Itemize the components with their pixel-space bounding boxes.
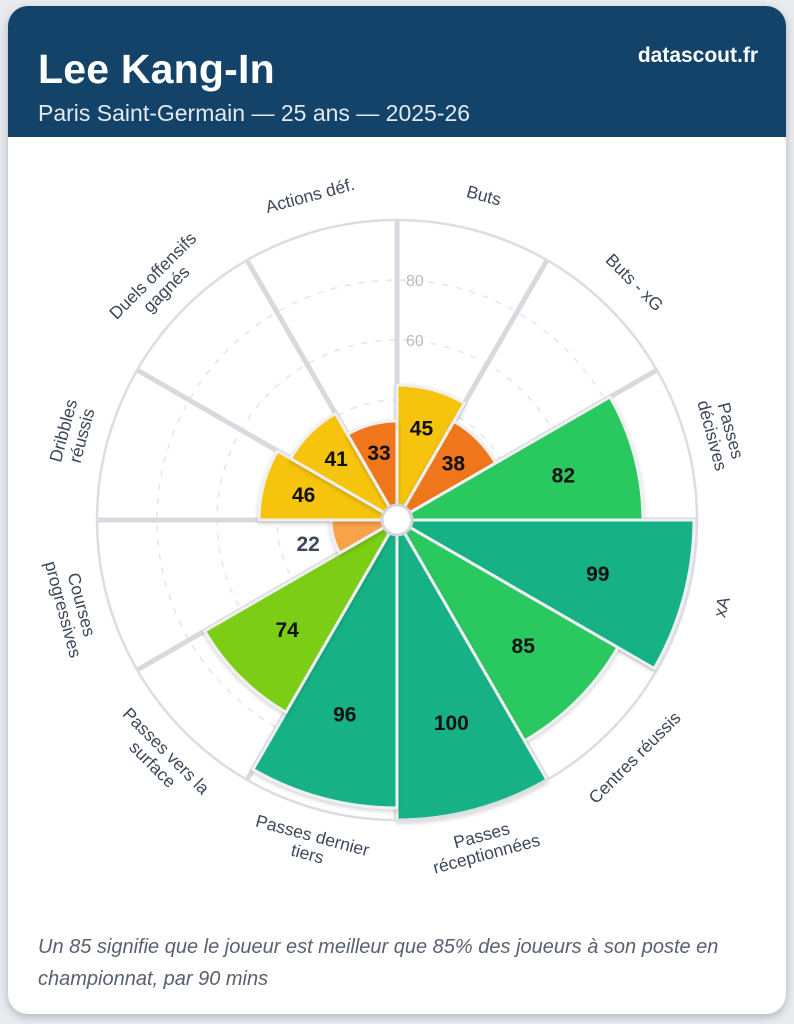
param-label: xA [709,594,734,619]
footer-note: Un 85 signifie que le joueur est meilleu… [38,936,719,990]
player-card: datascout.fr Lee Kang-In Paris Saint-Ger… [8,6,786,1014]
pizza-slice [395,395,645,522]
value-label: 100 [434,712,469,735]
value-label: 85 [512,635,536,658]
pizza-slice [251,518,399,810]
param-label: Passesréceptionnées [426,811,543,877]
pizza-slice [346,419,399,522]
center-hub [380,503,414,537]
param-label: Dribblesréussis [45,397,99,469]
value-label: 22 [296,533,319,556]
value-label: 38 [442,453,466,476]
page-title: Lee Kang-In [38,46,275,92]
value-label: 45 [410,418,434,441]
param-label: Buts - xG [602,250,668,316]
pizza-slice [395,383,466,522]
page-subtitle: Paris Saint-Germain — 25 ans — 2025-26 [38,100,471,126]
brand-logo: datascout.fr [637,44,758,67]
value-label: 74 [275,619,299,642]
param-label: Actions déf. [263,174,357,217]
pizza-slice [395,518,620,743]
radial-tick-label: 80 [406,273,424,290]
radial-tick-label: 60 [406,333,424,350]
outer-ring [95,218,699,822]
param-label: Passes derniertiers [249,811,372,879]
value-label: 41 [324,448,348,471]
pizza-slice [203,518,399,714]
value-label: 46 [292,484,315,507]
card-header: datascout.fr Lee Kang-In Paris Saint-Ger… [8,6,786,137]
value-label: 96 [333,704,356,727]
param-label: Passesdécisives [693,393,749,473]
pizza-chart: 80 60 45 38 82 99 85 100 96 74 22 46 41 33 Buts Buts - … [41,174,749,879]
value-label: 99 [586,563,609,586]
value-label: 33 [367,442,390,465]
param-label: Buts [464,181,503,209]
pizza-chart-container: 80 60 45 38 82 99 85 100 96 74 22 46 41 33 Buts Buts - … [8,137,786,917]
value-label: 82 [552,464,575,487]
param-label: Coursesprogressives [41,554,104,660]
pizza-slice [257,449,399,522]
pizza-slice [288,411,399,522]
pizza-slice [395,518,696,670]
